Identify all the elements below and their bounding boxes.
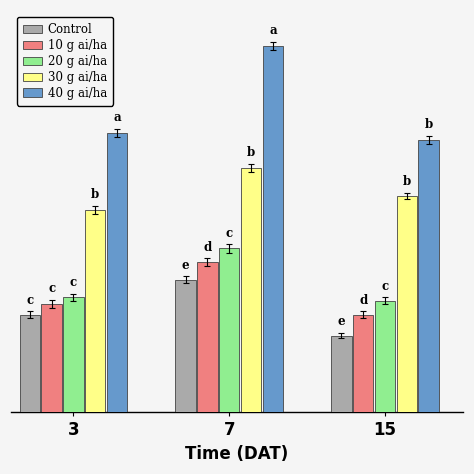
Legend: Control, 10 g ai/ha, 20 g ai/ha, 30 g ai/ha, 40 g ai/ha: Control, 10 g ai/ha, 20 g ai/ha, 30 g ai… [17,17,113,106]
Bar [42,304,62,412]
Text: d: d [359,293,367,307]
Bar [241,168,261,412]
Bar [353,315,374,412]
Text: e: e [182,259,190,272]
Text: a: a [269,24,277,37]
Bar [64,297,83,412]
Bar [175,280,196,412]
Bar [20,315,40,412]
Bar [375,301,395,412]
X-axis label: Time (DAT): Time (DAT) [185,445,289,463]
Text: a: a [113,111,121,125]
Text: b: b [403,175,411,188]
Text: c: c [70,276,77,289]
Bar [197,262,218,412]
Text: b: b [425,118,433,131]
Text: c: c [226,227,233,240]
Text: e: e [337,315,345,328]
Bar [219,248,239,412]
Bar [397,196,417,412]
Bar [419,140,439,412]
Text: d: d [203,241,211,254]
Bar [331,336,352,412]
Text: b: b [91,188,100,201]
Text: b: b [247,146,255,159]
Bar [85,210,105,412]
Text: c: c [26,293,33,307]
Bar [263,46,283,412]
Text: c: c [382,280,389,292]
Text: c: c [48,283,55,295]
Bar [107,133,127,412]
